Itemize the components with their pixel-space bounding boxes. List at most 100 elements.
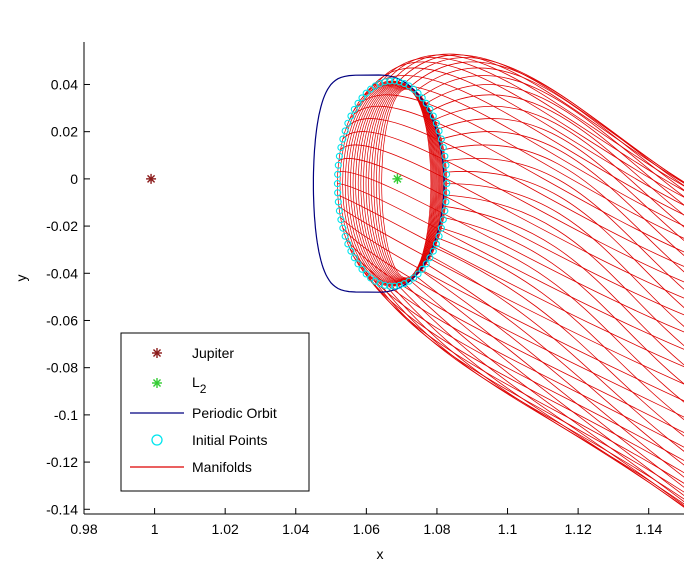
x-tick-label: 1.08 — [423, 521, 450, 537]
initial-point — [432, 119, 440, 127]
legend-l2-marker — [152, 378, 162, 388]
initial-point — [429, 247, 437, 255]
initial-point — [442, 198, 450, 206]
body-markers — [146, 173, 403, 184]
legend-jupiter-marker — [152, 348, 162, 358]
manifold-trajectory — [404, 57, 684, 184]
manifold-trajectory — [385, 54, 684, 187]
initial-point — [439, 216, 447, 224]
initial-point — [443, 180, 451, 188]
initial-point — [391, 77, 399, 85]
manifold-trajectory — [397, 285, 684, 507]
legend-l2-asterisk — [152, 378, 162, 388]
initial-points-series — [333, 77, 451, 290]
initial-point — [334, 161, 342, 169]
manifold-trajectory — [379, 283, 684, 505]
y-tick-label: -0.1 — [54, 407, 78, 423]
manifold-trajectory — [368, 67, 684, 206]
x-tick-label: 1 — [151, 521, 159, 537]
manifold-trajectory — [362, 75, 684, 216]
x-tick-label: 1.04 — [282, 521, 309, 537]
manifold-trajectory — [337, 183, 684, 350]
initial-point — [442, 161, 450, 169]
legend-orbit-label: Periodic Orbit — [192, 405, 277, 421]
initial-point — [376, 280, 384, 288]
legend-l2-subscript: 2 — [200, 382, 207, 396]
initial-point — [391, 282, 399, 290]
manifold-wrap — [381, 88, 432, 279]
manifold-trajectory — [443, 144, 684, 273]
periodic-orbit-line — [312, 74, 445, 293]
manifold-trajectory — [426, 263, 684, 466]
jupiter-marker — [146, 173, 157, 184]
initial-point — [414, 89, 422, 97]
manifold-wrap — [337, 80, 448, 287]
manifold-trajectory — [373, 61, 684, 198]
x-tick-label: 1.06 — [353, 521, 380, 537]
initial-point — [354, 99, 362, 107]
manifold-trajectory — [349, 105, 684, 253]
manifold-trajectory — [338, 206, 684, 385]
x-axis-label: x — [377, 546, 384, 562]
initial-point — [381, 281, 389, 289]
legend-l2-asterisk-stroke — [152, 378, 162, 388]
initial-point — [334, 189, 342, 197]
manifold-trajectory — [445, 158, 684, 290]
manifold-trajectory — [434, 105, 684, 228]
manifold-trajectory — [409, 280, 684, 497]
initial-point — [337, 216, 345, 224]
x-ticks: 0.98 1 1.02 1.04 1.06 1.08 1.1 1.12 1.14 — [70, 508, 663, 537]
jupiter-marker-stroke — [147, 174, 156, 183]
initial-point — [395, 78, 404, 86]
manifold-trajectory — [342, 227, 684, 418]
y-tick-label: -0.12 — [46, 454, 78, 470]
y-tick-label: -0.08 — [46, 360, 78, 376]
x-tick-label: 1.14 — [635, 521, 662, 537]
initial-point — [443, 170, 451, 178]
manifold-trajectory — [345, 118, 684, 267]
initial-point — [344, 240, 352, 248]
initial-point — [341, 232, 349, 240]
initial-point — [418, 265, 426, 273]
initial-point — [441, 152, 449, 160]
periodic-orbit-series — [312, 74, 445, 293]
l2-marker — [392, 173, 403, 184]
initial-point — [435, 127, 443, 135]
initial-point — [381, 78, 389, 86]
legend: Jupiter L2 Periodic Orbit Initial Points… — [120, 332, 310, 492]
legend-initial-points-label: Initial Points — [192, 432, 267, 448]
initial-point — [405, 277, 413, 285]
initial-point — [347, 112, 355, 120]
manifold-trajectory — [426, 84, 684, 206]
manifold-trajectory — [446, 171, 684, 308]
initial-point — [437, 224, 445, 232]
axes — [83, 42, 684, 515]
initial-point — [367, 274, 375, 282]
initial-point — [418, 94, 426, 102]
manifold-trajectory — [379, 57, 684, 192]
x-tick-label: 1.12 — [564, 521, 591, 537]
initial-point — [354, 260, 362, 268]
initial-point — [400, 79, 408, 88]
initial-point — [426, 254, 434, 262]
initial-point — [437, 135, 445, 143]
manifold-trajectory — [438, 118, 684, 241]
legend-jupiter-label: Jupiter — [192, 345, 234, 361]
manifold-trajectory — [385, 285, 684, 508]
legend-jupiter-asterisk-stroke — [152, 348, 162, 358]
initial-point — [350, 254, 358, 262]
y-tick-label: -0.04 — [46, 265, 78, 281]
manifold-trajectory — [430, 94, 684, 216]
x-tick-label: 0.98 — [70, 521, 97, 537]
initial-point — [350, 105, 358, 113]
y-axis-label: y — [13, 275, 29, 282]
manifold-trajectory — [337, 171, 684, 333]
y-tick-label: -0.06 — [46, 312, 78, 328]
initial-point — [347, 247, 355, 255]
initial-point — [422, 99, 430, 107]
initial-point — [339, 224, 347, 232]
x-tick-label: 1.02 — [212, 521, 239, 537]
manifold-trajectory — [441, 227, 684, 403]
y-tick-label: 0.02 — [51, 124, 78, 140]
x-tick-label: 1.1 — [498, 521, 518, 537]
